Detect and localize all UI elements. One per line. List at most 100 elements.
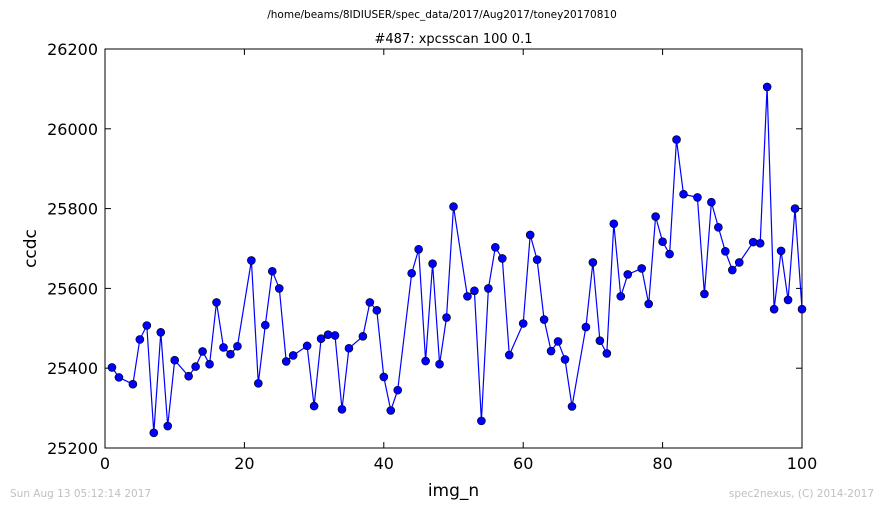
data-point xyxy=(748,237,758,247)
y-tick-label: 26000 xyxy=(47,120,98,139)
data-point xyxy=(337,404,347,414)
data-point xyxy=(149,428,159,438)
data-point xyxy=(428,259,437,268)
data-point xyxy=(442,313,451,322)
data-point xyxy=(721,246,730,256)
data-point xyxy=(219,343,228,352)
x-tick-label: 100 xyxy=(787,454,818,473)
x-tick-label: 60 xyxy=(513,454,533,473)
data-point xyxy=(644,299,653,309)
x-axis-title: img_n xyxy=(428,481,479,501)
data-point xyxy=(560,355,570,364)
data-point xyxy=(727,265,737,275)
data-point xyxy=(233,341,242,351)
data-point xyxy=(567,402,577,411)
x-tick-label: 40 xyxy=(374,454,394,473)
data-point xyxy=(274,284,284,293)
data-point xyxy=(616,292,626,301)
data-point xyxy=(198,347,207,356)
x-tick-label: 0 xyxy=(100,454,110,473)
data-point xyxy=(379,372,389,382)
data-point xyxy=(672,135,681,144)
credit-footer: spec2nexus, (C) 2014-2017 xyxy=(728,488,874,500)
data-point xyxy=(609,219,619,229)
data-point xyxy=(330,331,340,340)
data-point xyxy=(553,337,563,346)
data-point xyxy=(776,246,786,256)
data-point xyxy=(365,298,375,307)
data-point xyxy=(421,356,430,366)
data-point xyxy=(714,223,723,232)
x-tick-label: 20 xyxy=(234,454,254,473)
data-point xyxy=(651,212,660,221)
data-point xyxy=(679,189,688,199)
data-point xyxy=(581,322,591,332)
data-point xyxy=(135,335,145,344)
data-point xyxy=(184,371,193,381)
data-point xyxy=(107,363,117,372)
data-point xyxy=(539,315,549,324)
data-point xyxy=(372,306,382,315)
data-point xyxy=(755,239,765,248)
data-point xyxy=(783,295,793,305)
figure-suptitle: /home/beams/8IDIUSER/spec_data/2017/Aug2… xyxy=(267,9,617,21)
data-point xyxy=(693,193,702,202)
data-point xyxy=(532,255,542,264)
data-point xyxy=(163,421,173,431)
data-point xyxy=(302,341,312,351)
data-point xyxy=(191,362,200,371)
timestamp-footer: Sun Aug 13 05:12:14 2017 xyxy=(10,488,152,500)
data-point xyxy=(637,264,646,273)
data-point xyxy=(665,249,674,259)
data-point xyxy=(114,373,124,382)
data-point xyxy=(170,355,179,365)
series-line xyxy=(111,86,803,433)
data-point xyxy=(707,197,716,207)
y-tick-label: 26200 xyxy=(47,40,98,59)
data-point xyxy=(546,346,556,356)
y-axis-title: ccdc xyxy=(21,229,41,268)
data-point xyxy=(449,202,458,211)
data-point xyxy=(734,258,744,267)
data-point xyxy=(414,244,423,254)
data-point xyxy=(128,379,138,389)
data-point xyxy=(212,298,221,307)
data-point xyxy=(261,320,270,330)
data-point xyxy=(226,349,235,359)
data-point xyxy=(281,357,291,366)
y-tick-label: 25800 xyxy=(47,200,98,219)
data-point xyxy=(288,351,298,360)
data-point xyxy=(393,385,403,395)
data-point xyxy=(790,204,800,213)
data-point xyxy=(386,406,396,415)
y-tick-label: 25600 xyxy=(47,279,98,298)
data-point xyxy=(477,416,486,426)
data-point xyxy=(463,292,472,301)
data-point xyxy=(525,230,535,240)
data-point xyxy=(797,304,807,314)
data-point xyxy=(602,349,612,358)
data-point xyxy=(588,258,598,267)
data-point xyxy=(470,286,479,296)
data-point xyxy=(205,359,214,369)
data-point xyxy=(142,321,152,330)
data-point xyxy=(309,401,319,411)
data-point xyxy=(623,270,633,279)
data-point xyxy=(497,254,507,263)
data-point xyxy=(267,266,277,276)
data-point xyxy=(769,304,779,314)
chart-title: #487: xpcsscan 100 0.1 xyxy=(375,32,533,47)
data-point xyxy=(407,268,416,278)
data-point xyxy=(762,82,772,92)
y-tick-label: 25200 xyxy=(47,439,98,458)
data-point xyxy=(156,327,166,337)
y-tick-label: 25400 xyxy=(47,359,98,378)
data-point xyxy=(358,331,368,341)
data-point xyxy=(595,336,605,345)
data-point xyxy=(247,256,256,265)
data-point xyxy=(254,379,263,388)
data-point xyxy=(658,237,667,247)
data-point xyxy=(518,319,528,328)
x-tick-label: 80 xyxy=(652,454,672,473)
